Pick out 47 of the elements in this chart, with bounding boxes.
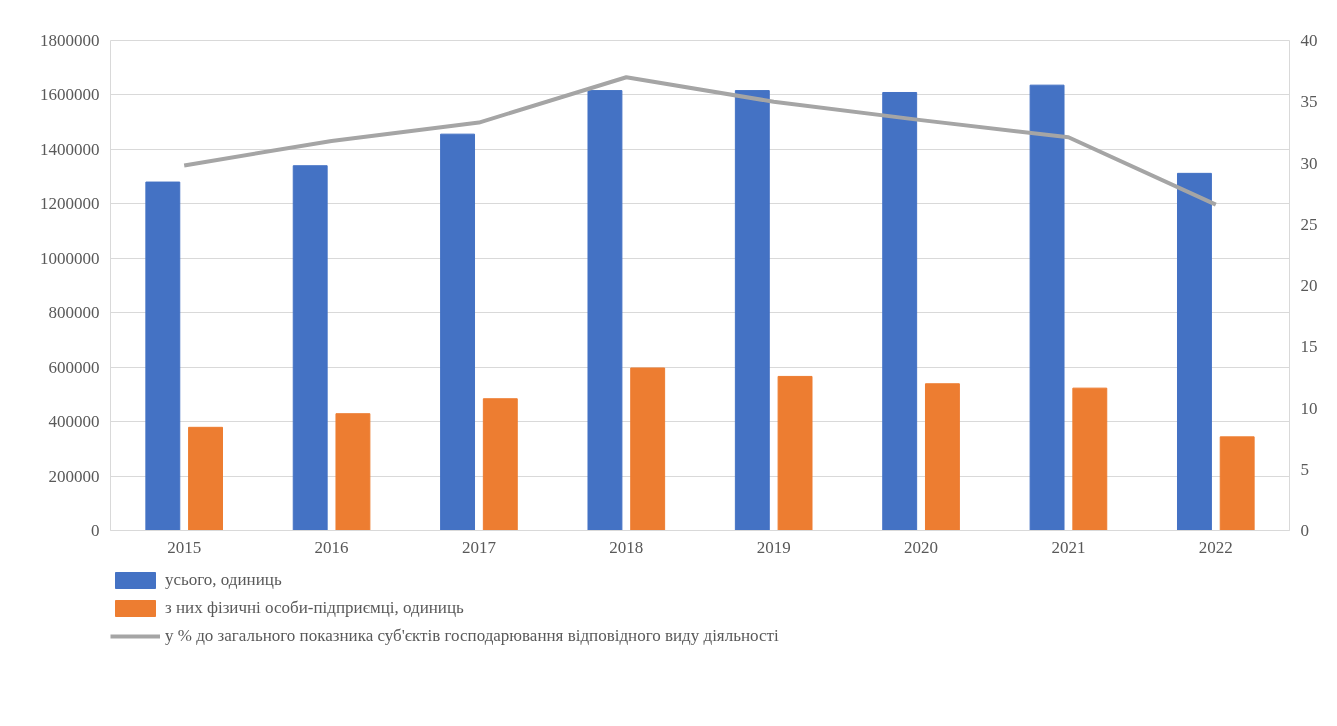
y-tick-label: 1200000 [40, 194, 100, 214]
x-tick-label: 2019 [756, 537, 791, 557]
bar [587, 90, 623, 531]
y-tick-label: 600000 [48, 357, 100, 377]
y-tick-label: 1000000 [40, 248, 100, 268]
bar [1176, 172, 1212, 531]
y2-tick-label: 25 [1300, 214, 1318, 234]
y-tick-label: 1800000 [40, 31, 100, 50]
y-tick-label: 1600000 [40, 85, 100, 105]
bar [734, 90, 770, 531]
y-tick-label: 1400000 [40, 139, 100, 159]
x-tick-label: 2017 [461, 537, 497, 557]
y2-tick-label: 35 [1300, 92, 1318, 112]
y2-tick-label: 15 [1300, 337, 1318, 357]
y-tick-label: 0 [91, 521, 100, 540]
x-tick-label: 2021 [1051, 537, 1086, 557]
bar [292, 165, 328, 531]
bar [335, 413, 371, 531]
bar [882, 91, 918, 531]
bar [145, 181, 181, 531]
x-tick-label: 2020 [904, 537, 939, 557]
x-tick-label: 2022 [1198, 537, 1233, 557]
y2-tick-label: 5 [1300, 459, 1309, 479]
y-tick-label: 800000 [48, 303, 100, 323]
y-tick-label: 200000 [48, 466, 100, 486]
x-tick-label: 2018 [609, 537, 644, 557]
y2-tick-label: 20 [1300, 276, 1318, 295]
bar [188, 426, 223, 531]
bar [630, 367, 666, 531]
bar [482, 398, 518, 531]
bar [440, 133, 476, 531]
y2-tick-label: 0 [1300, 521, 1309, 540]
legend-label: з них фізичні особи-підприємці, одиниць [165, 598, 464, 618]
legend-label: усього, одиниць [165, 570, 282, 590]
x-tick-label: 2016 [314, 537, 349, 557]
bar [1072, 387, 1108, 531]
bar [924, 383, 960, 531]
line-series [182, 75, 1218, 207]
y2-tick-label: 30 [1300, 153, 1318, 173]
y2-tick-label: 40 [1300, 31, 1318, 50]
bar [777, 375, 813, 531]
y-tick-label: 400000 [48, 412, 100, 432]
legend-label: у % до загального показника суб'єктів господарювання відповідного виду діяльності [165, 626, 779, 646]
bar [1219, 436, 1255, 531]
y2-tick-label: 10 [1300, 398, 1318, 418]
bar [1029, 84, 1065, 531]
x-tick-label: 2015 [167, 537, 202, 557]
